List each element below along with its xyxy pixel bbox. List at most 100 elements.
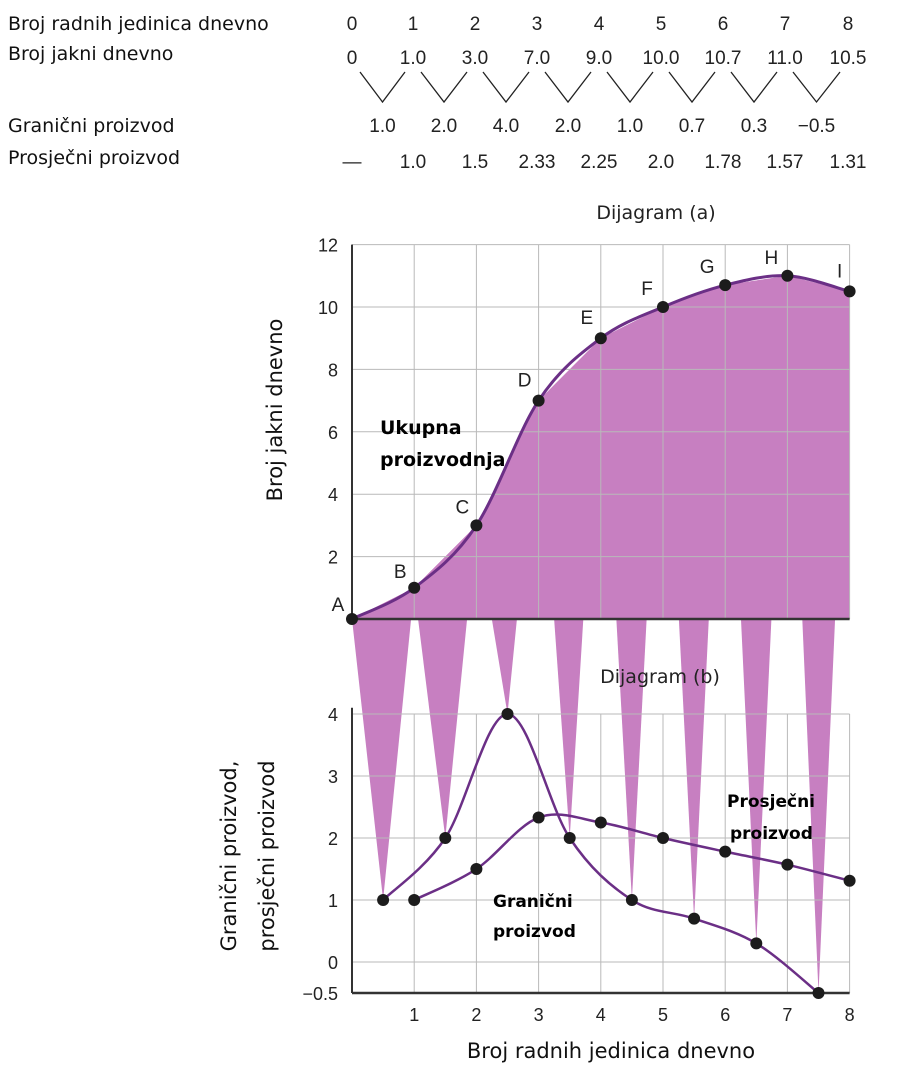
total-product-line xyxy=(351,274,850,621)
table-cell-workers: 8 xyxy=(843,14,854,35)
annotation-average-line1: Prosječni xyxy=(727,792,815,812)
point-label: E xyxy=(580,308,593,329)
y-axis-label-b-line1: Granični proizvod, xyxy=(217,761,241,952)
table-cell-output: 7.0 xyxy=(524,48,550,69)
table-v-connector xyxy=(792,71,841,104)
table-cell-average: — xyxy=(343,152,362,173)
point-label: B xyxy=(394,562,407,583)
annotation-average-line2: proizvod xyxy=(730,824,813,844)
table-cell-workers: 3 xyxy=(532,14,543,35)
table-cell-average: 1.5 xyxy=(462,152,488,173)
total-product-point xyxy=(657,301,669,313)
table-cell-marginal: 0.3 xyxy=(741,116,767,137)
marginal-product-point xyxy=(563,832,576,844)
x-tick-label-b: 3 xyxy=(534,1005,544,1025)
chart-title-b: Dijagram (b) xyxy=(600,666,720,688)
total-product-point xyxy=(843,285,856,298)
table-cell-average: 2.0 xyxy=(648,152,674,173)
table-cell-output: 9.0 xyxy=(586,48,612,69)
y-tick-label-b: 4 xyxy=(328,705,338,725)
table-cell-average: 1.57 xyxy=(767,152,804,173)
average-product-point xyxy=(594,816,607,829)
marginal-product-point xyxy=(812,987,825,999)
table-v-connector xyxy=(730,71,778,104)
chart-title-a: Dijagram (a) xyxy=(596,202,715,224)
table-cell-marginal: −0.5 xyxy=(798,116,836,137)
x-tick-label-b: 1 xyxy=(409,1005,419,1025)
marginal-product-point xyxy=(688,912,701,925)
point-label: A xyxy=(332,595,345,616)
row-label-marginal: Granični proizvod xyxy=(8,115,175,137)
table-cell-output: 10.5 xyxy=(830,48,867,69)
x-tick-label-b: 8 xyxy=(845,1005,855,1025)
table-cell-average: 1.31 xyxy=(830,152,867,173)
y-tick-label-b: 0 xyxy=(328,953,338,973)
marginal-product-point xyxy=(750,937,763,950)
marginal-wedge xyxy=(352,587,415,900)
table-cell-output: 10.7 xyxy=(705,48,742,69)
average-product-point xyxy=(657,832,669,844)
x-tick-label-b: 2 xyxy=(471,1005,481,1025)
table-cell-marginal: 2.0 xyxy=(555,116,581,137)
table-cell-marginal: 1.0 xyxy=(617,116,643,137)
annotation-total-product-line1: Ukupna xyxy=(380,417,462,439)
average-product-point xyxy=(408,894,421,906)
x-tick-label-b: 5 xyxy=(658,1005,668,1025)
table-cell-workers: 1 xyxy=(408,14,419,35)
total-product-point xyxy=(346,613,358,625)
annotation-marginal-line2: proizvod xyxy=(493,922,576,942)
table-cell-workers: 4 xyxy=(594,14,605,35)
point-label: D xyxy=(518,371,532,392)
y-tick-label-b: 3 xyxy=(328,767,338,787)
total-product-point xyxy=(532,394,545,407)
x-tick-label-b: 7 xyxy=(782,1005,792,1025)
table-cell-average: 1.78 xyxy=(705,152,742,173)
y-tick-label-a: 6 xyxy=(328,423,338,443)
total-product-point xyxy=(719,279,732,292)
marginal-product-point xyxy=(625,894,638,906)
average-product-point xyxy=(843,874,856,887)
table-v-connector xyxy=(668,71,716,104)
x-tick-label-b: 4 xyxy=(596,1005,606,1025)
table-v-connector xyxy=(359,71,406,104)
average-product-point xyxy=(719,845,732,858)
y-tick-label-a: 2 xyxy=(328,548,338,568)
table-cell-average: 1.0 xyxy=(400,152,426,173)
table-cell-output: 1.0 xyxy=(400,48,426,69)
table-cell-marginal: 1.0 xyxy=(369,116,395,137)
table-cell-average: 2.25 xyxy=(581,152,618,173)
annotation-total-product-line2: proizvodnja xyxy=(380,449,506,471)
point-label: C xyxy=(456,497,470,518)
table-v-connector xyxy=(544,71,592,104)
table-v-connector xyxy=(606,71,654,104)
y-tick-label-b: 2 xyxy=(328,829,338,849)
y-tick-label-a: 10 xyxy=(318,298,338,318)
total-product-point xyxy=(470,519,483,532)
y-tick-label-b: 1 xyxy=(328,891,338,911)
total-product-point xyxy=(594,332,607,345)
x-tick-label-b: 6 xyxy=(720,1005,730,1025)
table-cell-output: 3.0 xyxy=(462,48,488,69)
total-product-point xyxy=(781,269,794,282)
table-cell-workers: 0 xyxy=(347,14,358,35)
row-label-workers: Broj radnih jedinica dnevno xyxy=(8,13,269,35)
y-tick-label-b: −0.5 xyxy=(302,984,338,1004)
marginal-product-point xyxy=(501,708,514,720)
y-tick-label-a: 4 xyxy=(328,485,338,505)
average-product-point xyxy=(781,858,794,871)
table-v-connector xyxy=(482,71,530,104)
table-v-connector xyxy=(420,71,468,104)
point-label: I xyxy=(837,261,842,282)
table-cell-output: 0 xyxy=(347,48,358,69)
average-product-point xyxy=(470,863,483,875)
table-cell-workers: 2 xyxy=(470,14,481,35)
table-cell-workers: 7 xyxy=(780,14,791,35)
y-axis-label-b-line2: prosječni proizvod xyxy=(255,760,279,951)
average-product-point xyxy=(532,811,545,824)
annotation-marginal-line1: Granični xyxy=(493,892,573,912)
row-label-output: Broj jakni dnevno xyxy=(8,43,173,65)
x-axis-label-b: Broj radnih jedinica dnevno xyxy=(467,1039,755,1063)
marginal-product-point xyxy=(439,832,452,844)
table-cell-marginal: 0.7 xyxy=(679,116,705,137)
